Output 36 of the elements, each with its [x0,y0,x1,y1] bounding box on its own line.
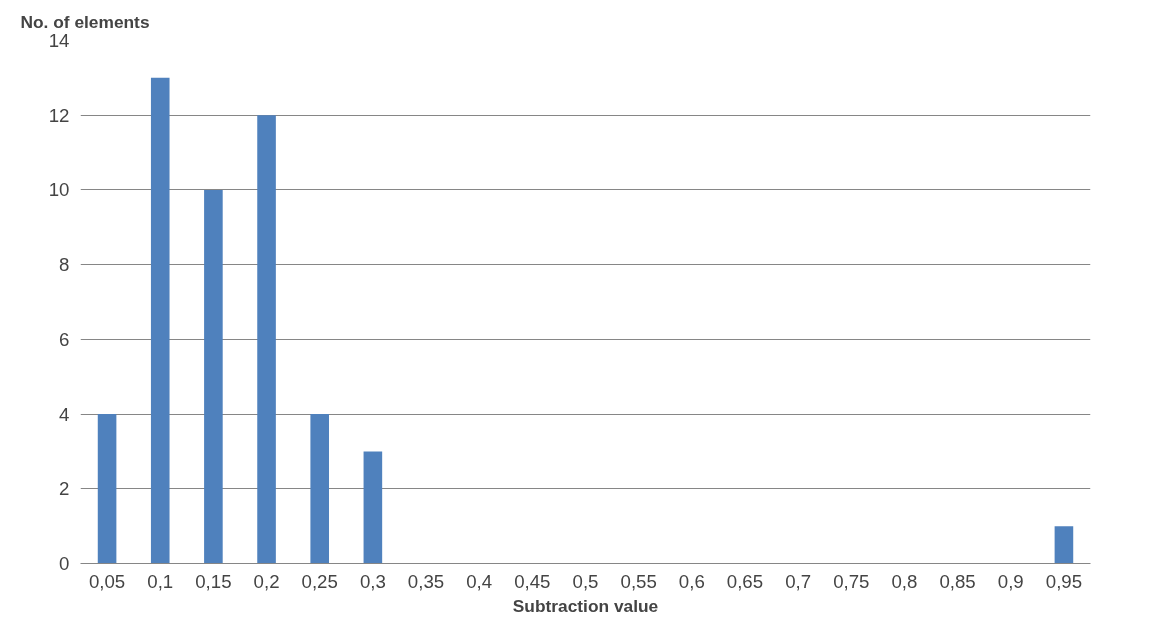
y-tick-label: 4 [59,403,70,425]
x-tick-label: 0,7 [785,570,812,592]
x-tick-label: 0,8 [891,570,918,592]
bar [1054,526,1074,564]
x-tick-label: 0,05 [88,570,126,592]
bar [150,77,170,564]
bar [310,414,330,564]
bar [204,189,223,564]
x-tick-label: 0,15 [195,570,232,592]
y-tick-label: 10 [48,179,70,201]
x-tick-label: 0,3 [359,570,386,592]
x-tick-label: 0,6 [678,570,705,592]
y-tick-label: 12 [48,104,70,126]
y-axis-title: No. of elements [20,11,150,32]
x-tick-label: 0,4 [466,570,493,592]
x-tick-label: 0,95 [1045,570,1083,592]
x-tick-label: 0,45 [514,570,551,592]
x-tick-label: 0,25 [301,570,338,592]
x-axis-title: Subtraction value [512,595,659,616]
bar [363,451,383,564]
x-tick-label: 0,5 [572,570,599,592]
x-tick-label: 0,75 [833,570,870,592]
y-tick-label: 14 [48,30,70,51]
x-tick-label: 0,1 [147,570,174,592]
x-tick-label: 0,9 [997,570,1024,592]
bar [257,115,276,564]
x-tick-label: 0,2 [253,570,280,592]
y-tick-label: 6 [59,328,70,350]
x-tick-label: 0,85 [939,570,976,592]
y-tick-label: 0 [59,553,70,574]
y-tick-label: 2 [59,478,70,500]
x-tick-label: 0,65 [726,570,764,592]
y-tick-label: 8 [59,254,70,276]
x-tick-label: 0,35 [407,570,445,592]
bar [97,414,117,564]
x-tick-label: 0,55 [620,570,657,592]
